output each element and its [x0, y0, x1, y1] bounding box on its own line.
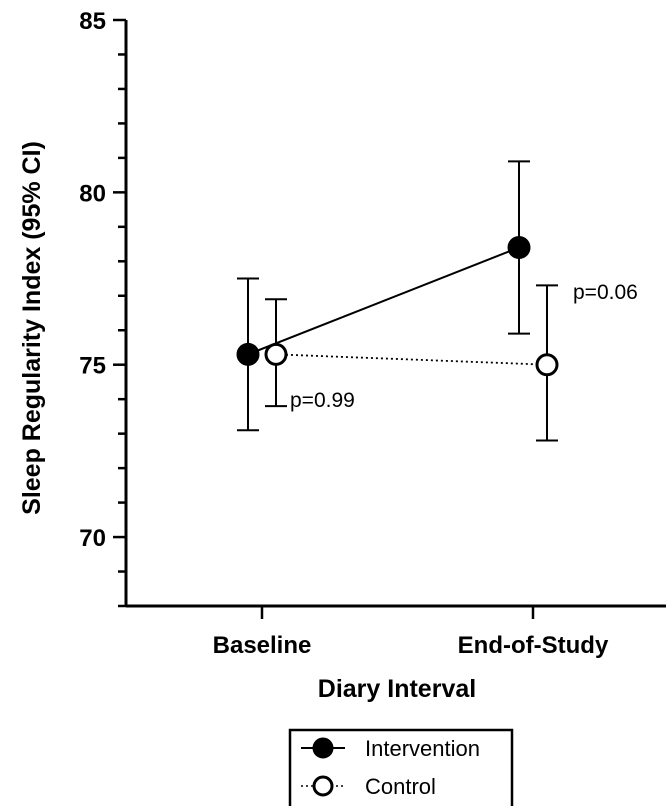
x-tick-label-end-of-study: End-of-Study — [458, 632, 609, 659]
data-point-intervention-end-of-study — [507, 236, 531, 260]
annotation-p-end-of-study: p=0.06 — [573, 281, 638, 304]
y-tick-label-80: 80 — [79, 180, 106, 207]
series-intervention — [236, 160, 531, 432]
data-series — [236, 160, 559, 442]
data-point-intervention-baseline — [236, 342, 260, 366]
x-axis-title: Diary Interval — [318, 675, 476, 703]
annotation-p-baseline: p=0.99 — [290, 389, 355, 412]
y-tick-label-75: 75 — [79, 353, 106, 380]
data-point-control-baseline — [264, 342, 288, 366]
tick-labels: 70 75 80 85 Baseline End-of-Study — [79, 8, 609, 659]
legend: Intervention Control — [288, 728, 514, 806]
legend-label-control: Control — [365, 774, 436, 799]
y-axis-title: Sleep Regularity Index (95% CI) — [18, 141, 46, 515]
series-line-control — [275, 353, 548, 366]
legend-box — [288, 728, 514, 806]
legend-marker-intervention — [312, 737, 334, 759]
x-tick-label-baseline: Baseline — [213, 632, 312, 659]
series-line-intervention — [247, 246, 520, 356]
axes — [113, 18, 666, 619]
y-tick-label-70: 70 — [79, 525, 106, 552]
y-tick-label-85: 85 — [79, 8, 106, 35]
series-control — [264, 284, 559, 442]
data-point-control-end-of-study — [535, 353, 559, 377]
legend-marker-control — [312, 775, 334, 797]
legend-label-intervention: Intervention — [365, 736, 480, 761]
